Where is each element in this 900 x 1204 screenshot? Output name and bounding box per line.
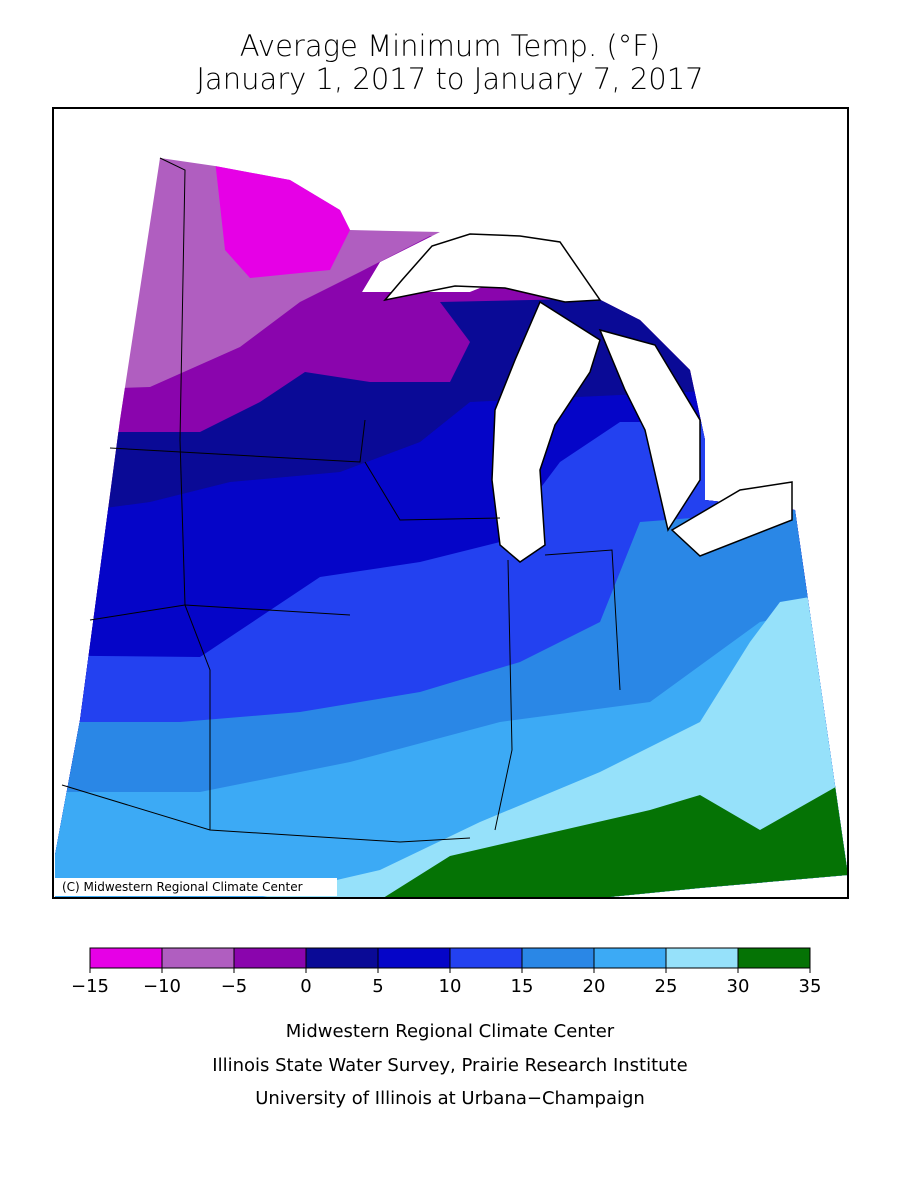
lake-huron (598, 328, 701, 532)
legend-bin (593, 947, 667, 969)
border (61, 784, 471, 843)
temperature-bands (55, 158, 848, 898)
border (89, 604, 351, 621)
footer-line: Illinois State Water Survey, Prairie Res… (212, 1055, 687, 1076)
legend-tick-label: 35 (799, 976, 822, 997)
copyright: (C) Midwestern Regional Climate Center (62, 880, 303, 894)
lake-erie (670, 481, 793, 557)
legend-tick-label: −15 (71, 976, 109, 997)
legend-tick-label: 15 (511, 976, 534, 997)
subtitle: January 1, 2017 to January 7, 2017 (196, 62, 703, 96)
legend-bin (521, 947, 595, 969)
legend-tick-label: 5 (372, 976, 383, 997)
border (364, 461, 501, 521)
footer-line: University of Illinois at Urbana−Champai… (255, 1088, 645, 1109)
legend-tick-label: 20 (583, 976, 606, 997)
title: Average Minimum Temp. (°F) (240, 29, 660, 63)
lake-superior (383, 233, 602, 303)
legend-tick-label: −10 (143, 976, 181, 997)
legend-tick-label: −5 (221, 976, 248, 997)
legend-bin (449, 947, 523, 969)
legend-tick-label: 30 (727, 976, 750, 997)
map-frame (52, 107, 849, 899)
lake-michigan (491, 300, 601, 563)
legend-bin (377, 947, 451, 969)
lakes (383, 233, 793, 563)
border (109, 419, 366, 463)
legend-bin (89, 947, 163, 969)
temperature-band (215, 160, 350, 278)
legend-bin (737, 947, 811, 969)
legend-bin (233, 947, 307, 969)
legend-bin (665, 947, 739, 969)
legend-bin (305, 947, 379, 969)
legend-tick-label: 25 (655, 976, 678, 997)
legend-tick-label: 0 (300, 976, 311, 997)
borders (61, 157, 621, 843)
copyright-box (55, 878, 337, 896)
footer-line: Midwestern Regional Climate Center (286, 1021, 615, 1042)
temperature-band (380, 780, 848, 898)
legend-bin (161, 947, 235, 969)
legend-tick-label: 10 (439, 976, 462, 997)
border (494, 559, 513, 831)
border (544, 549, 621, 691)
border (159, 157, 211, 830)
